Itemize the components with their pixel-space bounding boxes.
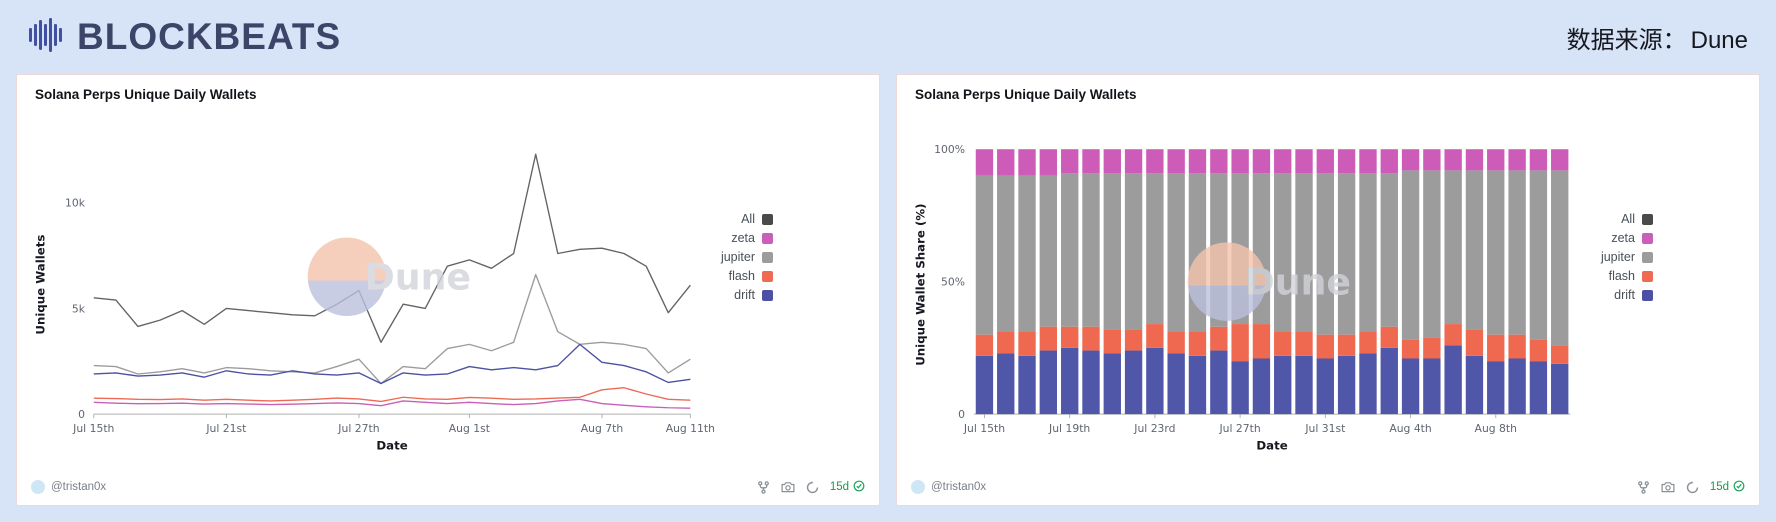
chart-title: Solana Perps Unique Daily Wallets	[915, 87, 1137, 102]
legend-swatch	[762, 232, 773, 244]
svg-text:100%: 100%	[934, 143, 965, 156]
legend-swatch	[762, 251, 773, 263]
fork-icon[interactable]	[757, 480, 770, 494]
svg-text:0: 0	[78, 408, 85, 421]
chart-legend: All zeta jupiter flash drift	[721, 212, 773, 302]
svg-text:10k: 10k	[65, 197, 86, 210]
author-handle: @tristan0x	[931, 481, 987, 493]
author-avatar	[31, 480, 45, 494]
svg-text:Aug 1st: Aug 1st	[449, 422, 490, 435]
svg-text:Jul 15th: Jul 15th	[963, 422, 1005, 435]
legend-swatch	[762, 213, 773, 225]
legend-swatch	[762, 270, 773, 282]
bar-chart-area: 0 50% 100% Jul 15th Jul 19th Jul 23rd Jul 27th…	[911, 104, 1745, 477]
brand-logo[interactable]: BLOCKBEATS	[28, 16, 341, 59]
svg-text:Unique Wallet Share (%): Unique Wallet Share (%)	[914, 203, 928, 365]
legend-item-zeta[interactable]: zeta	[731, 231, 773, 245]
svg-text:Jul 23rd: Jul 23rd	[1133, 422, 1175, 435]
stacked-bar-chart[interactable]: 0 50% 100% Jul 15th Jul 19th Jul 23rd Jul 27th…	[911, 104, 1745, 477]
camera-icon[interactable]	[1661, 481, 1675, 493]
svg-text:Unique Wallets: Unique Wallets	[34, 235, 48, 335]
legend-swatch	[1642, 289, 1653, 301]
legend-item-All[interactable]: All	[741, 212, 773, 226]
legend-swatch	[1642, 213, 1653, 225]
chart-panel-left: Solana Perps Unique Daily Wallets 0 5k 10k…	[16, 74, 880, 506]
data-source-name: Dune	[1690, 26, 1748, 54]
chart-tools: 15d	[1637, 480, 1745, 495]
legend-swatch	[1642, 251, 1653, 263]
chart-legend: All zeta jupiter flash drift	[1601, 212, 1653, 302]
check-icon	[853, 480, 865, 495]
legend-swatch	[1642, 232, 1653, 244]
svg-text:Date: Date	[376, 438, 407, 452]
legend-label: flash	[1608, 269, 1635, 284]
svg-text:Aug 4th: Aug 4th	[1389, 422, 1431, 435]
svg-text:Aug 8th: Aug 8th	[1475, 422, 1517, 435]
svg-text:Jul 31st: Jul 31st	[1304, 422, 1345, 435]
chart-panel-right: Solana Perps Unique Daily Wallets 0 50% 10…	[896, 74, 1760, 506]
legend-label: All	[1621, 212, 1635, 227]
data-source: 数据来源： Dune	[1567, 20, 1748, 55]
range-label: 15d	[1709, 481, 1729, 493]
legend-label: zeta	[731, 231, 755, 246]
svg-text:Aug 7th: Aug 7th	[581, 422, 623, 435]
fork-icon[interactable]	[1637, 480, 1650, 494]
svg-text:Dune: Dune	[365, 256, 471, 299]
line-chart[interactable]: 0 5k 10k Jul 15th Jul 21st Jul 27th Aug 1st Aug…	[31, 104, 865, 477]
svg-text:Jul 21st: Jul 21st	[205, 422, 246, 435]
legend-label: jupiter	[720, 250, 755, 265]
data-source-label: 数据来源：	[1566, 26, 1687, 54]
author-avatar	[911, 480, 925, 494]
legend-label: jupiter	[1600, 250, 1635, 265]
svg-text:5k: 5k	[72, 302, 86, 315]
svg-text:50%: 50%	[941, 276, 965, 289]
charts-row: Solana Perps Unique Daily Wallets 0 5k 10k…	[0, 74, 1776, 506]
chart-title: Solana Perps Unique Daily Wallets	[35, 87, 257, 102]
legend-label: All	[741, 212, 755, 227]
legend-item-flash[interactable]: flash	[729, 269, 773, 283]
chart-tools: 15d	[757, 480, 865, 495]
legend-swatch	[1642, 270, 1653, 282]
blockbeats-logo-icon	[28, 16, 66, 59]
svg-text:Date: Date	[1256, 438, 1287, 452]
brand-name: BLOCKBEATS	[77, 16, 342, 57]
legend-item-drift[interactable]: drift	[734, 288, 773, 302]
svg-text:Aug 11th: Aug 11th	[666, 422, 715, 435]
time-range-badge[interactable]: 15d	[1710, 480, 1745, 495]
chart-author[interactable]: @tristan0x	[31, 480, 106, 494]
legend-item-All[interactable]: All	[1621, 212, 1653, 226]
legend-label: drift	[734, 288, 755, 303]
legend-swatch	[762, 289, 773, 301]
legend-item-jupiter[interactable]: jupiter	[1601, 250, 1653, 264]
svg-text:Dune: Dune	[1245, 260, 1351, 303]
chart-footer: @tristan0x	[31, 477, 865, 497]
refresh-icon[interactable]	[806, 480, 819, 494]
legend-label: drift	[1614, 288, 1635, 303]
legend-label: zeta	[1611, 231, 1635, 246]
svg-text:Jul 15th: Jul 15th	[72, 422, 114, 435]
svg-text:0: 0	[958, 408, 965, 421]
legend-item-flash[interactable]: flash	[1609, 269, 1653, 283]
time-range-badge[interactable]: 15d	[830, 480, 865, 495]
chart-author[interactable]: @tristan0x	[911, 480, 986, 494]
author-handle: @tristan0x	[51, 481, 107, 493]
camera-icon[interactable]	[781, 481, 795, 493]
check-icon	[1733, 480, 1745, 495]
legend-item-jupiter[interactable]: jupiter	[721, 250, 773, 264]
svg-text:Jul 19th: Jul 19th	[1048, 422, 1090, 435]
svg-text:Jul 27th: Jul 27th	[1219, 422, 1261, 435]
range-label: 15d	[829, 481, 849, 493]
chart-footer: @tristan0x	[911, 477, 1745, 497]
legend-label: flash	[728, 269, 755, 284]
line-chart-area: 0 5k 10k Jul 15th Jul 21st Jul 27th Aug 1st Aug…	[31, 104, 865, 477]
legend-item-zeta[interactable]: zeta	[1611, 231, 1653, 245]
site-header: BLOCKBEATS 数据来源： Dune	[0, 0, 1776, 74]
legend-item-drift[interactable]: drift	[1614, 288, 1653, 302]
refresh-icon[interactable]	[1686, 480, 1699, 494]
svg-text:Jul 27th: Jul 27th	[337, 422, 379, 435]
